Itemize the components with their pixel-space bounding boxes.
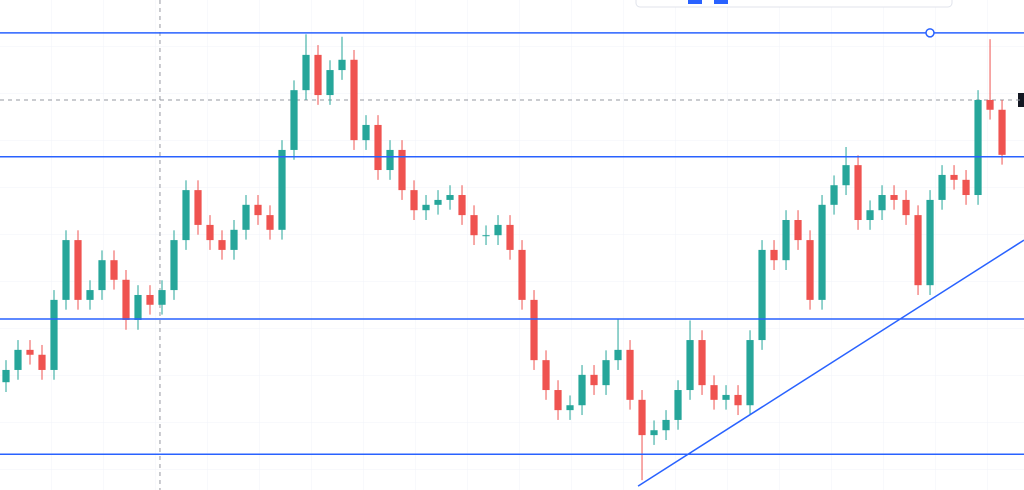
candle-body — [314, 54, 322, 96]
candle-body — [890, 195, 898, 200]
candle-body — [122, 279, 130, 320]
candle-body — [746, 340, 754, 406]
candle-body — [794, 220, 802, 241]
candle-body — [926, 199, 934, 286]
candle-body — [374, 124, 382, 171]
candle-body — [638, 399, 646, 436]
candle-body — [338, 59, 346, 71]
candle-body — [134, 294, 142, 320]
candle-body — [854, 165, 862, 221]
candle-body — [254, 204, 262, 216]
candle-body — [266, 215, 274, 230]
candle-body — [74, 240, 82, 300]
candle-body — [62, 240, 70, 300]
candle-body — [998, 109, 1006, 155]
candle-body — [26, 349, 34, 355]
candle-body — [182, 190, 190, 241]
candle-body — [830, 185, 838, 205]
candle-body — [938, 174, 946, 200]
candle-body — [302, 54, 310, 91]
candle-body — [782, 220, 790, 261]
candle-body — [98, 260, 106, 291]
candle-body — [878, 195, 886, 211]
candle-body — [458, 195, 466, 216]
candle-body — [650, 430, 658, 436]
candle-body — [518, 249, 526, 300]
candle-body — [614, 349, 622, 361]
candle-body — [206, 224, 214, 241]
toolbar[interactable] — [635, 0, 953, 8]
candle-body — [770, 249, 778, 261]
trendline — [637, 239, 1024, 487]
candle-body — [530, 299, 538, 361]
candle-body — [566, 405, 574, 411]
candle-body — [734, 394, 742, 406]
candle-body — [602, 360, 610, 386]
candle-body — [422, 204, 430, 211]
candle-body — [974, 99, 982, 196]
candle-body — [410, 190, 418, 211]
candle-body — [146, 294, 154, 305]
line-handle — [925, 28, 935, 38]
candle-body — [710, 385, 718, 400]
candle-body — [446, 195, 454, 200]
candle-body — [686, 340, 694, 391]
candle-body — [914, 215, 922, 286]
candle-body — [50, 299, 58, 370]
candle-body — [950, 174, 958, 180]
candle-body — [170, 240, 178, 291]
candle-body — [626, 349, 634, 400]
candle-body — [902, 199, 910, 216]
candle-body — [842, 165, 850, 186]
toolbar-icon[interactable] — [688, 0, 702, 4]
candle-body — [38, 354, 46, 370]
candle-body — [506, 224, 514, 250]
candle-body — [2, 369, 10, 383]
candle-body — [326, 70, 334, 96]
candle-body — [14, 349, 22, 370]
candle-body — [242, 204, 250, 230]
price-label — [1018, 93, 1024, 107]
candle-body — [866, 210, 874, 221]
candle-body — [86, 290, 94, 300]
candle-body — [362, 124, 370, 141]
candle-body — [590, 374, 598, 386]
candle-body — [470, 215, 478, 236]
candle-body — [290, 90, 298, 150]
candle-body — [482, 235, 490, 237]
candle-body — [398, 149, 406, 191]
candle-body — [230, 229, 238, 250]
candle-body — [194, 190, 202, 225]
candle-body — [662, 419, 670, 431]
candle-body — [158, 290, 166, 305]
candle-body — [542, 360, 550, 391]
candle-body — [218, 240, 226, 250]
candle-body — [722, 394, 730, 400]
toolbar-icon[interactable] — [714, 0, 728, 4]
candle-body — [698, 340, 706, 386]
candle-body — [554, 390, 562, 411]
candle-body — [962, 179, 970, 196]
candle-body — [674, 390, 682, 420]
candle-body — [986, 99, 994, 110]
candle-body — [758, 249, 766, 341]
candle-body — [578, 374, 586, 406]
candle-body — [350, 59, 358, 141]
candle-body — [806, 240, 814, 300]
candle-body — [494, 224, 502, 236]
candle-body — [434, 199, 442, 205]
candle-body — [278, 149, 286, 230]
candle-body — [386, 149, 394, 171]
candle-body — [818, 204, 826, 300]
candle-body — [110, 260, 118, 280]
